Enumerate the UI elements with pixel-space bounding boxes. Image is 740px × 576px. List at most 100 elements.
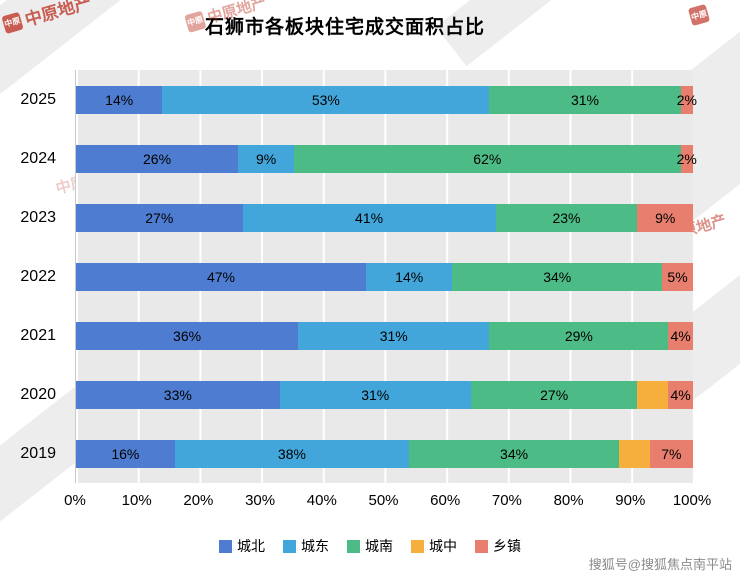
legend-swatch <box>283 539 296 553</box>
bar-segment: 38% <box>174 439 410 468</box>
data-label: 9% <box>655 209 676 226</box>
legend-item: 乡镇 <box>475 536 521 556</box>
y-axis-label: 2024 <box>20 149 56 167</box>
plot-area: 14% 53% 31% 2% 26% 9% 62% 2% 27% 41% 23% 9% 47% 14% 34… <box>75 70 697 483</box>
bar-row: 16% 38% 34% 7% <box>76 424 693 483</box>
data-label: 29% <box>564 327 593 344</box>
data-label: 36% <box>173 327 202 344</box>
stacked-bar: 27% 41% 23% 9% <box>76 203 693 232</box>
bar-segment: 14% <box>76 85 163 114</box>
legend-item: 城中 <box>411 536 457 556</box>
bar-segment: 9% <box>238 144 295 173</box>
data-label: 41% <box>355 209 384 226</box>
data-label: 34% <box>500 445 529 462</box>
x-axis-tick: 20% <box>183 492 214 509</box>
bar-row: 14% 53% 31% 2% <box>76 70 697 129</box>
bar-segment: 23% <box>495 203 638 232</box>
bar-row: 36% 31% 29% 4% <box>76 306 693 365</box>
x-axis-tick: 80% <box>553 492 584 509</box>
data-label: 31% <box>570 91 600 108</box>
bar-segment: 47% <box>76 262 366 291</box>
x-axis-tick: 90% <box>615 492 646 509</box>
bar-segment: 27% <box>76 203 243 232</box>
legend-swatch <box>347 539 360 553</box>
data-label: 23% <box>552 209 581 226</box>
x-axis-tick: 10% <box>121 492 152 509</box>
legend-item: 城南 <box>347 536 393 556</box>
bar-segment <box>637 380 669 409</box>
bar-segment: 41% <box>242 203 496 232</box>
legend-item: 城北 <box>219 536 265 556</box>
legend-label: 乡镇 <box>493 538 521 554</box>
data-label: 31% <box>379 327 408 344</box>
bar-segment: 62% <box>294 144 681 173</box>
brand-logo-icon: 中原 <box>687 3 711 27</box>
data-label: 53% <box>311 91 340 108</box>
y-axis-label: 2025 <box>20 90 56 108</box>
bar-row: 27% 41% 23% 9% <box>76 188 693 247</box>
x-axis-tick: 70% <box>491 492 522 509</box>
x-axis-tick: 100% <box>672 492 712 509</box>
data-label: 5% <box>667 268 688 285</box>
bar-segment: 26% <box>76 144 239 173</box>
data-label: 9% <box>255 150 277 167</box>
bar-segment: 2% <box>677 144 697 173</box>
legend-swatch <box>219 539 232 553</box>
stacked-bar: 33% 31% 27% 4% <box>76 380 693 409</box>
stacked-bar: 14% 53% 31% 2% <box>76 85 697 114</box>
data-label: 62% <box>473 150 502 167</box>
y-axis-label: 2023 <box>20 208 56 226</box>
data-label: 2% <box>676 91 697 108</box>
data-label: 27% <box>145 209 174 226</box>
brand-watermark: 中原 <box>687 3 711 27</box>
bar-segment: 2% <box>677 85 697 114</box>
data-label: 34% <box>543 268 572 285</box>
bar-row: 26% 9% 62% 2% <box>76 129 697 188</box>
chart-title: 石狮市各板块住宅成交面积占比 <box>204 17 485 38</box>
chart-legend: 城北 城东 城南 城中 乡镇 <box>0 536 740 556</box>
data-label: 4% <box>670 386 691 403</box>
legend-item: 城东 <box>283 536 329 556</box>
bar-segment: 7% <box>649 439 693 468</box>
data-label: 26% <box>143 150 172 167</box>
bar-row: 33% 31% 27% 4% <box>76 365 693 424</box>
stacked-bar: 47% 14% 34% 5% <box>76 262 693 291</box>
stacked-bar: 16% 38% 34% 7% <box>76 439 693 468</box>
bar-segment: 31% <box>298 321 490 350</box>
data-label: 2% <box>676 150 697 167</box>
bar-segment: 27% <box>470 380 638 409</box>
y-axis: 2025 2024 2023 2022 2021 2020 2019 <box>0 70 66 483</box>
bar-segment <box>618 439 650 468</box>
bar-segment: 16% <box>76 439 175 468</box>
legend-swatch <box>475 539 488 553</box>
bar-segment: 14% <box>365 262 453 291</box>
bar-segment: 4% <box>668 380 693 409</box>
bar-segment: 4% <box>668 321 693 350</box>
legend-label: 城中 <box>429 538 457 554</box>
data-label: 47% <box>206 268 235 285</box>
data-label: 14% <box>105 91 134 108</box>
legend-label: 城东 <box>301 538 329 554</box>
bar-segment: 31% <box>489 85 681 114</box>
stacked-bar: 36% 31% 29% 4% <box>76 321 693 350</box>
x-axis-tick: 0% <box>64 492 86 509</box>
bar-segment: 9% <box>637 203 693 232</box>
bar-row: 47% 14% 34% 5% <box>76 247 693 306</box>
y-axis-label: 2019 <box>20 444 56 462</box>
y-axis-label: 2022 <box>20 267 56 285</box>
bar-segment: 53% <box>162 85 490 114</box>
bar-segment: 33% <box>76 380 280 409</box>
data-label: 38% <box>277 445 306 462</box>
source-credit: 搜狐号@搜狐焦点南平站 <box>588 557 732 572</box>
bar-segment: 34% <box>409 439 619 468</box>
bar-segment: 34% <box>452 262 663 291</box>
x-axis-tick: 30% <box>245 492 276 509</box>
data-label: 16% <box>111 445 140 462</box>
legend-label: 城北 <box>237 538 265 554</box>
data-label: 31% <box>361 386 390 403</box>
y-axis-label: 2021 <box>20 326 56 344</box>
bar-segment: 31% <box>279 380 471 409</box>
x-axis: 0% 10% 20% 30% 40% 50% 60% 70% 80% 90% 100% <box>64 492 711 514</box>
bar-segment: 29% <box>489 321 669 350</box>
y-axis-label: 2020 <box>20 385 56 403</box>
